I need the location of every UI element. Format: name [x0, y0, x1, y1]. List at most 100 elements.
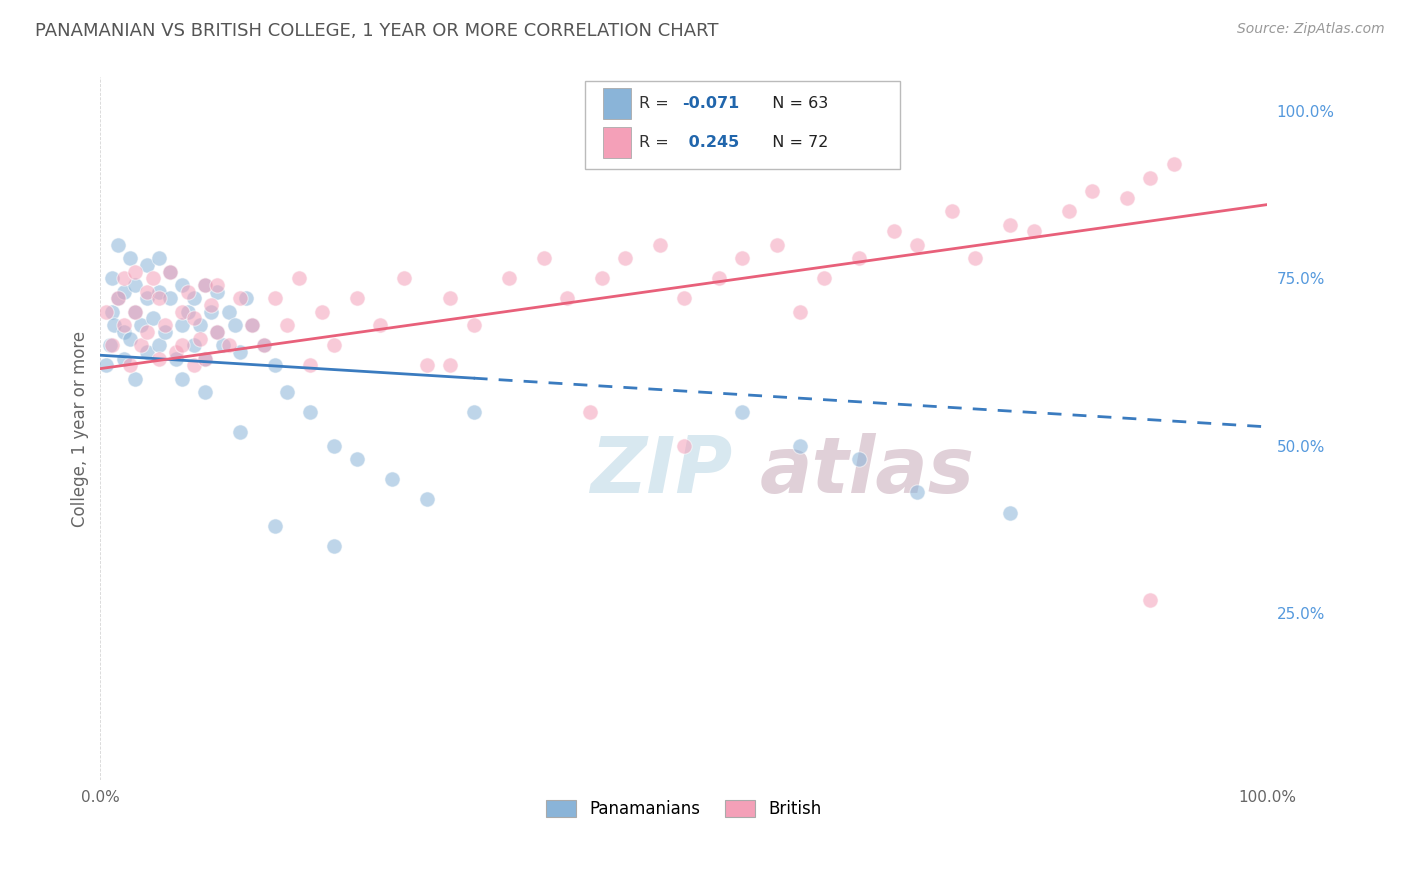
- Point: [370, 318, 392, 332]
- Point: [1000, 218, 1022, 232]
- Point: [96, 304, 118, 318]
- Text: N = 72: N = 72: [762, 135, 828, 150]
- Point: [883, 224, 905, 238]
- Point: [177, 285, 200, 299]
- Point: [813, 271, 835, 285]
- Point: [170, 372, 193, 386]
- Point: [1139, 170, 1161, 185]
- Point: [194, 385, 217, 400]
- Point: [253, 338, 276, 352]
- Point: [112, 285, 135, 299]
- Point: [112, 351, 135, 366]
- Point: [463, 405, 485, 419]
- Point: [848, 251, 870, 265]
- Point: [177, 304, 200, 318]
- Text: 0.245: 0.245: [682, 135, 738, 150]
- Point: [112, 271, 135, 285]
- Point: [322, 539, 344, 553]
- Point: [107, 237, 129, 252]
- Point: [789, 304, 811, 318]
- Y-axis label: College, 1 year or more: College, 1 year or more: [72, 331, 89, 527]
- Point: [148, 338, 170, 352]
- FancyBboxPatch shape: [603, 88, 631, 120]
- Point: [1000, 506, 1022, 520]
- Point: [136, 344, 159, 359]
- Point: [124, 372, 146, 386]
- Point: [153, 318, 176, 332]
- Point: [346, 452, 368, 467]
- Point: [124, 304, 146, 318]
- Point: [148, 251, 170, 265]
- Point: [848, 452, 870, 467]
- Point: [148, 351, 170, 366]
- Point: [614, 251, 637, 265]
- Point: [1139, 592, 1161, 607]
- Point: [194, 351, 217, 366]
- Point: [229, 425, 252, 440]
- Point: [264, 291, 287, 305]
- Point: [170, 304, 193, 318]
- Point: [153, 325, 176, 339]
- Point: [205, 325, 228, 339]
- Point: [159, 264, 181, 278]
- Point: [194, 277, 217, 292]
- Point: [205, 277, 228, 292]
- Point: [439, 291, 461, 305]
- Point: [1163, 157, 1185, 171]
- Point: [1022, 224, 1045, 238]
- Point: [98, 338, 121, 352]
- Point: [183, 311, 205, 326]
- Point: [159, 291, 181, 305]
- Point: [264, 359, 287, 373]
- Point: [229, 291, 252, 305]
- Point: [672, 291, 695, 305]
- Point: [731, 405, 754, 419]
- Point: [731, 251, 754, 265]
- Point: [107, 291, 129, 305]
- FancyBboxPatch shape: [585, 81, 900, 169]
- Point: [381, 472, 404, 486]
- Point: [1116, 191, 1139, 205]
- Point: [183, 338, 205, 352]
- Point: [200, 298, 222, 312]
- Point: [124, 264, 146, 278]
- Point: [591, 271, 613, 285]
- Point: [142, 271, 165, 285]
- Point: [136, 325, 159, 339]
- Point: [183, 359, 205, 373]
- Point: [118, 359, 141, 373]
- Point: [240, 318, 263, 332]
- Point: [142, 311, 165, 326]
- Point: [205, 325, 228, 339]
- Point: [941, 204, 963, 219]
- Point: [224, 318, 246, 332]
- Point: [463, 318, 485, 332]
- Text: atlas: atlas: [759, 433, 974, 509]
- Point: [165, 351, 187, 366]
- Point: [439, 359, 461, 373]
- Point: [118, 331, 141, 345]
- Point: [1057, 204, 1080, 219]
- Point: [112, 318, 135, 332]
- Point: [789, 439, 811, 453]
- Point: [229, 344, 252, 359]
- Point: [416, 492, 439, 507]
- Point: [965, 251, 987, 265]
- Point: [276, 318, 298, 332]
- Point: [253, 338, 276, 352]
- Point: [188, 318, 211, 332]
- Text: R =: R =: [640, 96, 675, 112]
- Point: [218, 304, 240, 318]
- Point: [579, 405, 602, 419]
- Point: [148, 285, 170, 299]
- Point: [322, 338, 344, 352]
- Text: Source: ZipAtlas.com: Source: ZipAtlas.com: [1237, 22, 1385, 37]
- Point: [1081, 184, 1104, 198]
- Text: -0.071: -0.071: [682, 96, 740, 112]
- Point: [165, 344, 187, 359]
- Point: [124, 277, 146, 292]
- Point: [650, 237, 672, 252]
- Point: [107, 291, 129, 305]
- Legend: Panamanians, British: Panamanians, British: [538, 793, 828, 825]
- Point: [118, 251, 141, 265]
